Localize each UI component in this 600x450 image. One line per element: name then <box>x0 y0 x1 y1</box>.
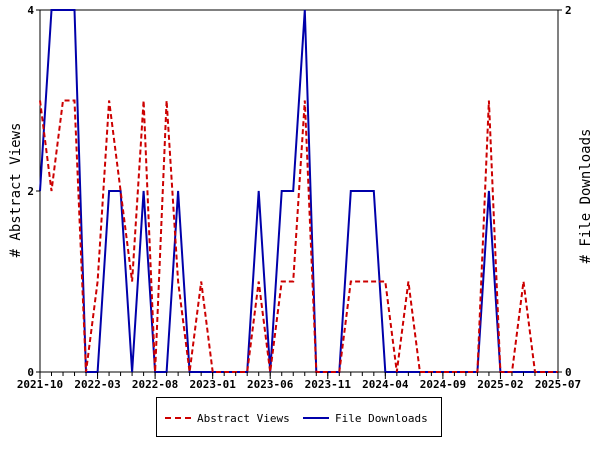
y-left-tick-label: 2 <box>27 185 34 198</box>
series-line-abstract-views <box>39 99 558 373</box>
series-line-file-downloads <box>39 9 558 373</box>
legend: Abstract Views File Downloads <box>156 397 442 437</box>
y-axis-right-title: # File Downloads <box>578 129 594 264</box>
legend-label-file-downloads: File Downloads <box>335 411 428 425</box>
legend-swatch-file-downloads <box>303 417 329 419</box>
x-tick-label: 2023-11 <box>305 378 352 391</box>
series-layer <box>39 9 558 373</box>
y-left-tick-label: 0 <box>27 366 34 379</box>
x-tick-label: 2025-07 <box>535 378 581 391</box>
legend-entry-abstract-views: Abstract Views <box>165 410 290 426</box>
legend-label-abstract-views: Abstract Views <box>197 411 290 425</box>
y-right-tick-label: 2 <box>565 4 572 17</box>
x-tick-label: 2024-04 <box>362 378 409 391</box>
x-tick-label: 2021-10 <box>17 378 63 391</box>
x-tick-label: 2025-02 <box>477 378 523 391</box>
y-left-tick-label: 4 <box>27 4 34 17</box>
y-axis-left-title: # Abstract Views <box>8 123 24 258</box>
x-tick-label: 2024-09 <box>420 378 466 391</box>
x-tick-label: 2023-01 <box>189 378 236 391</box>
y-right-tick-label: 0 <box>565 366 572 379</box>
legend-entry-file-downloads: File Downloads <box>303 410 428 426</box>
x-tick-label: 2022-03 <box>74 378 120 391</box>
legend-swatch-abstract-views <box>165 417 191 419</box>
x-tick-label: 2022-08 <box>132 378 178 391</box>
tick-layer: 2021-10 2022-03 2022-08 2023-01 2023-06 2023-… <box>17 4 581 391</box>
x-tick-label: 2023-06 <box>247 378 294 391</box>
